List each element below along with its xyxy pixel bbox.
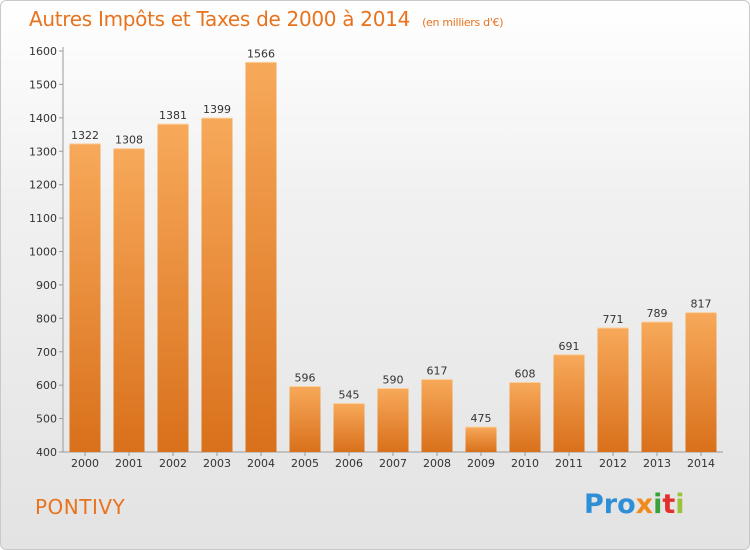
bar [641, 322, 673, 452]
bar-value-label: 596 [295, 372, 316, 385]
bar [157, 124, 189, 453]
x-tick-label: 2005 [291, 457, 319, 470]
x-tick-label: 2004 [247, 457, 275, 470]
proxiti-logo: Proxiti [584, 489, 685, 520]
bar [245, 62, 277, 453]
bar [685, 312, 717, 452]
x-tick-label: 2010 [511, 457, 539, 470]
bar-value-label: 771 [603, 313, 624, 326]
y-tick-label: 1600 [29, 45, 57, 58]
x-tick-label: 2014 [687, 457, 715, 470]
y-tick-label: 1200 [29, 179, 57, 192]
bar-value-label: 1381 [159, 109, 187, 122]
x-tick-label: 2013 [643, 457, 671, 470]
y-tick-label: 400 [36, 446, 57, 459]
logo-part: i [675, 489, 685, 520]
bar-value-label: 608 [515, 367, 536, 380]
x-tick-label: 2003 [203, 457, 231, 470]
bar [421, 379, 453, 452]
bar [69, 143, 101, 453]
x-tick-label: 2008 [423, 457, 451, 470]
x-tick-label: 2006 [335, 457, 363, 470]
bar-value-label: 545 [339, 389, 360, 402]
bar [509, 382, 541, 452]
bar [465, 426, 497, 452]
x-tick-label: 2002 [159, 457, 187, 470]
bar-value-label: 590 [383, 374, 404, 387]
logo-part: i [653, 489, 663, 520]
city-label: PONTIVY [35, 495, 126, 519]
x-tick-label: 2012 [599, 457, 627, 470]
y-tick-label: 900 [36, 279, 57, 292]
bar-value-label: 817 [691, 298, 712, 311]
y-tick-label: 600 [36, 379, 57, 392]
bar [201, 118, 233, 452]
y-tick-label: 700 [36, 346, 57, 359]
bar [333, 403, 365, 452]
bar [113, 148, 145, 452]
y-tick-label: 500 [36, 413, 57, 426]
unit-note: (en milliers d'€) [422, 16, 504, 29]
bar-value-label: 789 [647, 307, 668, 320]
bar [377, 388, 409, 452]
logo-part: x [635, 489, 654, 520]
title-text: Autres Impôts et Taxes de 2000 à 2014 [29, 7, 410, 31]
y-tick-label: 800 [36, 312, 57, 325]
chart-title: Autres Impôts et Taxes de 2000 à 2014 (e… [29, 7, 504, 31]
x-tick-label: 2001 [115, 457, 143, 470]
bar-value-label: 475 [471, 412, 492, 425]
bar [553, 354, 585, 452]
x-tick-label: 2000 [71, 457, 99, 470]
bar-value-label: 1566 [247, 47, 275, 60]
logo-part: t [662, 489, 676, 520]
bar-value-label: 691 [559, 340, 580, 353]
bar [289, 386, 321, 452]
bar-value-label: 1399 [203, 103, 231, 116]
logo-part: Pro [584, 489, 636, 520]
y-tick-label: 1000 [29, 246, 57, 259]
y-tick-label: 1300 [29, 145, 57, 158]
bar-value-label: 1322 [71, 129, 99, 142]
bar-value-label: 617 [427, 364, 448, 377]
x-tick-label: 2007 [379, 457, 407, 470]
y-tick-label: 1100 [29, 212, 57, 225]
bar-value-label: 1308 [115, 134, 143, 147]
x-tick-label: 2009 [467, 457, 495, 470]
y-tick-label: 1500 [29, 78, 57, 91]
bar [597, 328, 629, 452]
y-tick-label: 1400 [29, 112, 57, 125]
x-tick-label: 2011 [555, 457, 583, 470]
